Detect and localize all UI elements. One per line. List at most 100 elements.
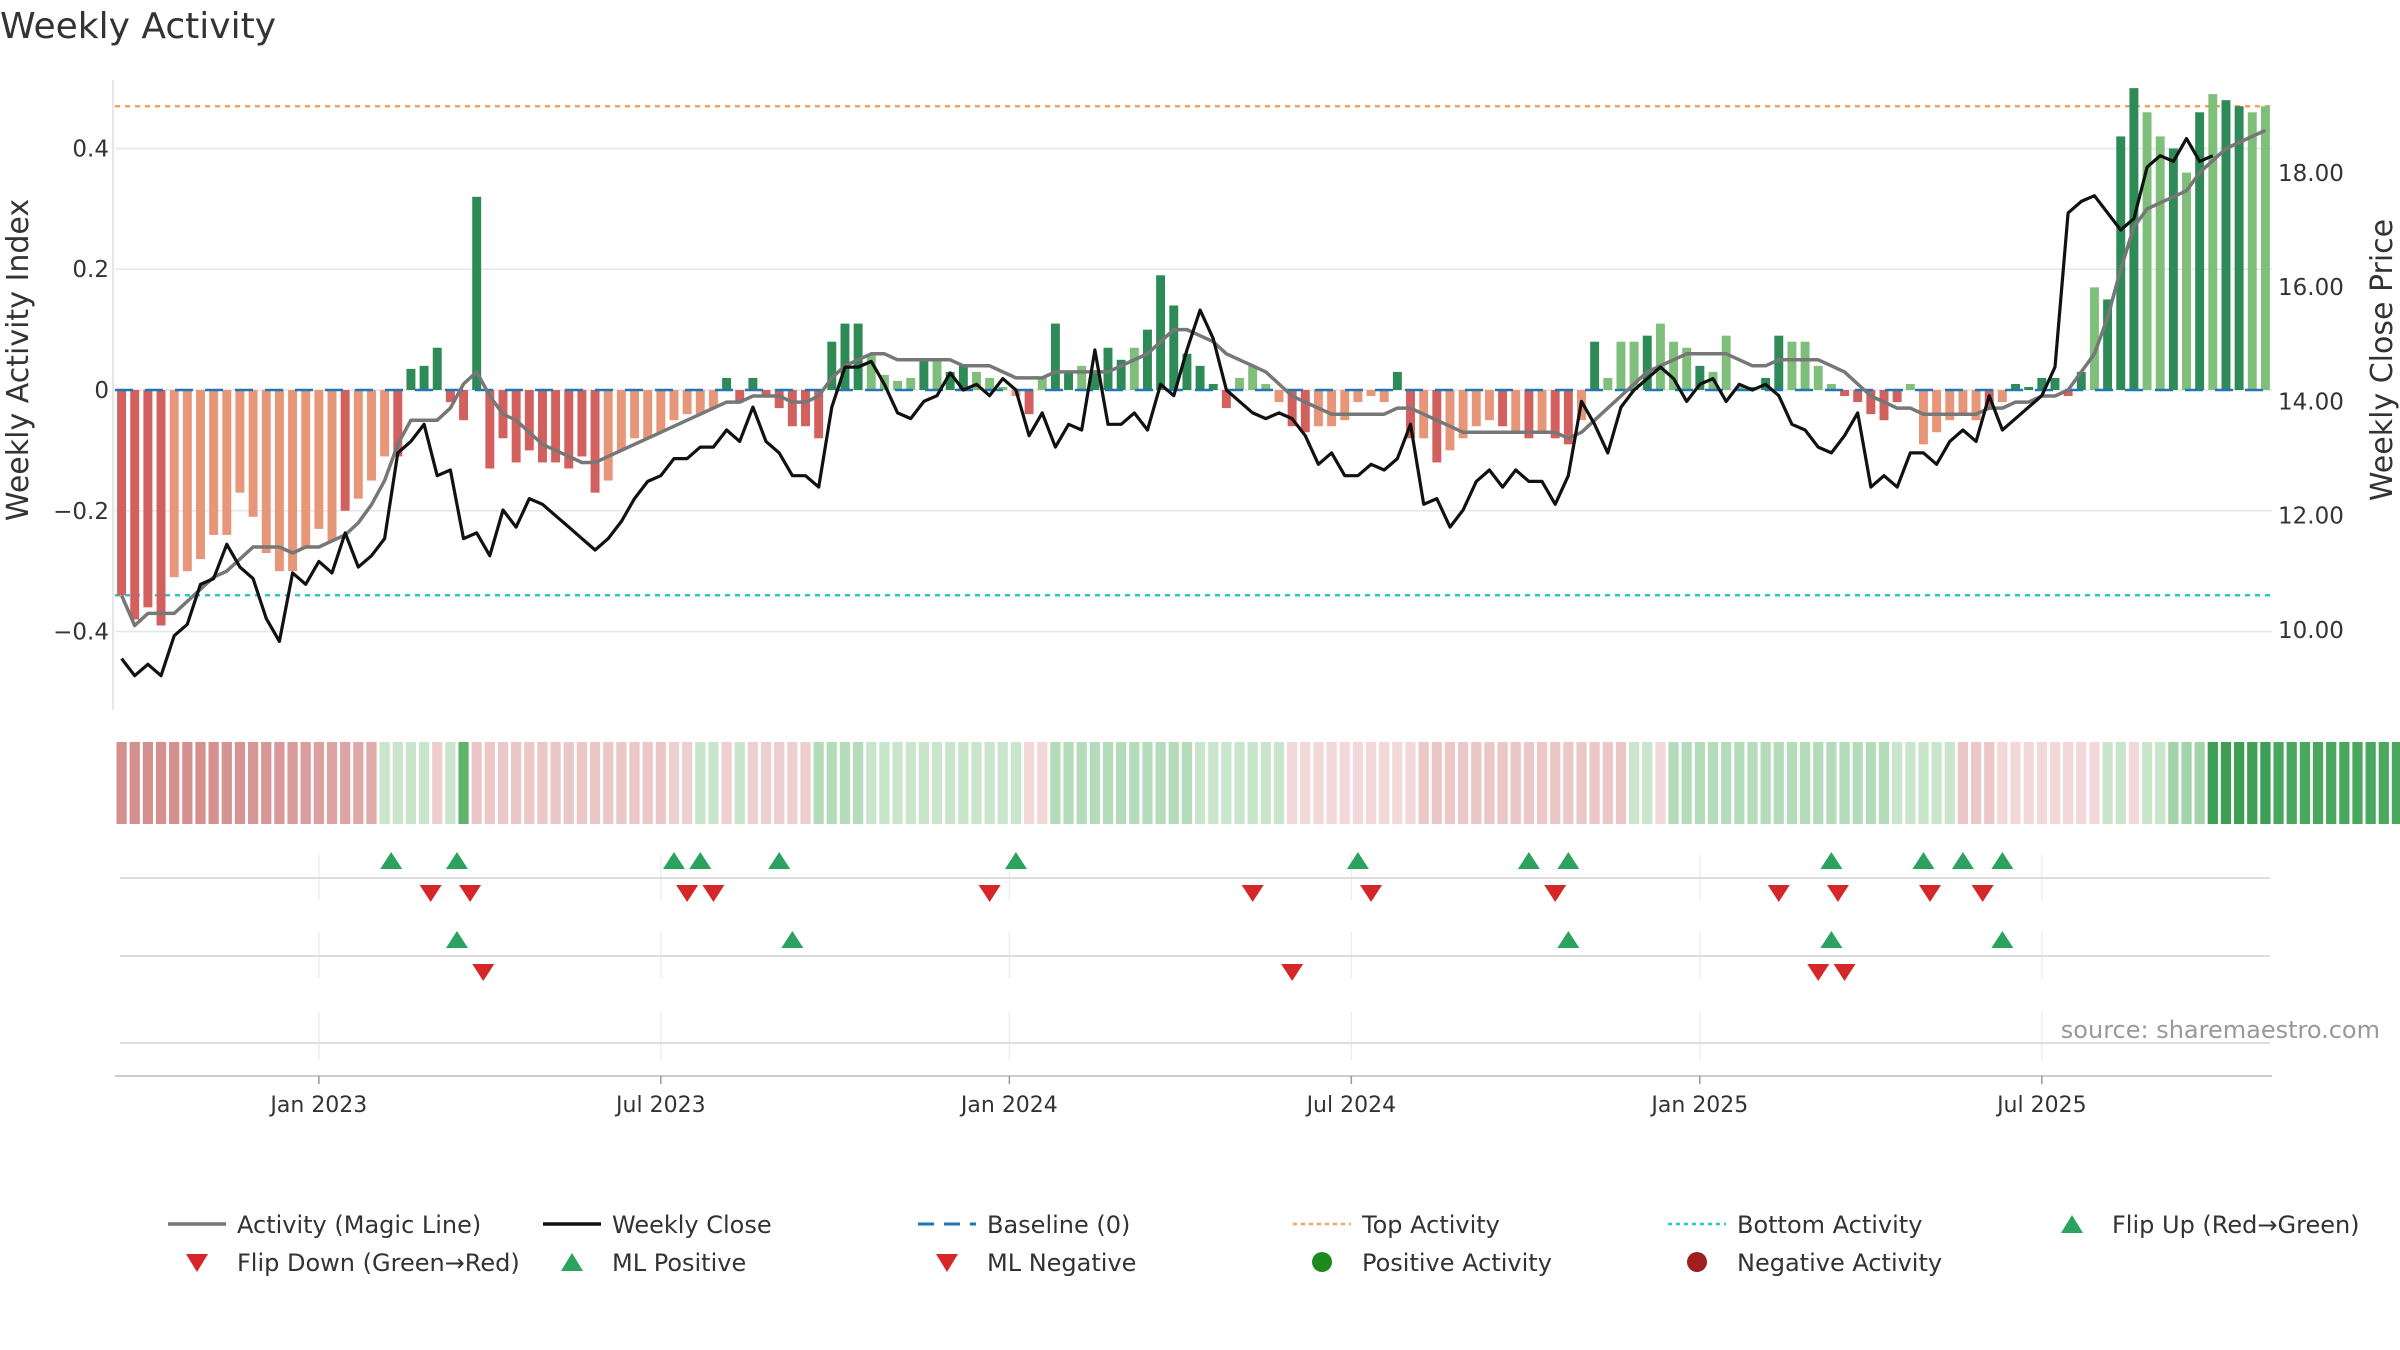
right-tick-label: 12.00 xyxy=(2278,504,2344,530)
flip-up-marker xyxy=(662,852,685,869)
legend-label: ML Negative xyxy=(987,1249,1136,1277)
activity-bar xyxy=(945,371,955,390)
activity-bar xyxy=(406,368,416,390)
activity-bar xyxy=(919,359,929,390)
activity-bar xyxy=(393,390,403,457)
strip-cell xyxy=(392,742,403,824)
activity-bar xyxy=(340,390,350,511)
activity-bar xyxy=(209,390,219,535)
activity-bar xyxy=(261,390,271,554)
strip-cell xyxy=(2312,742,2324,824)
flip-up-marker xyxy=(768,852,791,869)
strip-cell xyxy=(1747,742,1758,824)
strip-cell xyxy=(1984,742,1995,824)
ml-negative-marker xyxy=(1833,964,1856,981)
activity-bar xyxy=(1195,365,1205,390)
activity-bar xyxy=(2024,386,2034,390)
strip-cell xyxy=(1931,742,1942,824)
right-tick-label: 10.00 xyxy=(2278,618,2344,644)
flip-up-marker xyxy=(1346,852,1369,869)
strip-cell xyxy=(800,742,811,824)
strip-cell xyxy=(1129,742,1140,824)
strip-cell xyxy=(1418,742,1429,824)
legend-item: Positive Activity xyxy=(1312,1249,1552,1277)
strip-cell xyxy=(1405,742,1416,824)
strip-cell xyxy=(2378,742,2389,824)
legend-swatch xyxy=(186,1254,208,1272)
activity-bar xyxy=(1142,329,1152,390)
activity-bar xyxy=(1208,383,1218,390)
strip-cell xyxy=(142,742,154,824)
activity-bar xyxy=(1169,305,1179,390)
flip-down-marker xyxy=(1919,885,1942,902)
activity-bar xyxy=(2050,377,2060,390)
x-tick-label: Jan 2024 xyxy=(959,1093,1058,1118)
strip-cell xyxy=(1300,742,1311,824)
legend-label: Weekly Close xyxy=(612,1211,772,1239)
activity-bar xyxy=(1511,390,1521,433)
activity-bar xyxy=(1971,390,1981,421)
strip-cell xyxy=(1181,742,1193,824)
strip-cell xyxy=(1721,742,1732,824)
strip-cell xyxy=(2102,742,2113,824)
left-tick-label: 0 xyxy=(94,378,109,404)
activity-bar xyxy=(1379,390,1389,403)
strip-cell xyxy=(760,742,772,824)
legend-item: Bottom Activity xyxy=(1668,1211,1922,1239)
activity-bar xyxy=(1484,390,1494,421)
strip-cell xyxy=(458,742,469,824)
activity-bar xyxy=(1958,390,1968,415)
strip-cell xyxy=(945,742,956,824)
activity-bar xyxy=(616,390,626,451)
flip-up-marker xyxy=(445,852,468,869)
activity-bar xyxy=(2037,377,2047,390)
activity-bar xyxy=(1905,383,1915,390)
activity-bar xyxy=(380,390,390,457)
strip-cell xyxy=(1168,742,1179,824)
strip-cell xyxy=(155,742,167,824)
flip-up-marker xyxy=(1820,852,1843,869)
strip-cell xyxy=(2115,742,2126,824)
activity-bar xyxy=(288,390,298,572)
activity-bar xyxy=(432,347,442,390)
activity-bar xyxy=(235,390,245,493)
strip-cell xyxy=(787,742,798,824)
activity-bar xyxy=(972,371,981,390)
activity-bar xyxy=(459,390,469,421)
strip-cell xyxy=(2326,742,2337,824)
activity-bar xyxy=(2195,112,2205,390)
activity-bar xyxy=(590,390,600,493)
flip-down-marker xyxy=(1360,885,1383,902)
strip-cell xyxy=(550,742,561,824)
strip-cell xyxy=(852,742,864,824)
activity-bar xyxy=(2260,106,2270,391)
activity-bar xyxy=(564,390,574,469)
activity-bar xyxy=(669,390,679,421)
activity-bar xyxy=(1616,341,1626,390)
activity-bar xyxy=(419,365,429,390)
strip-cell xyxy=(116,742,127,824)
activity-bar xyxy=(1366,390,1376,397)
legend-label: Top Activity xyxy=(1361,1211,1500,1239)
strip-cell xyxy=(1773,742,1784,824)
flip-down-marker xyxy=(1826,885,1849,902)
strip-cell xyxy=(1760,742,1771,824)
strip-cell xyxy=(905,742,916,824)
strip-cell xyxy=(734,742,745,824)
flip-up-marker xyxy=(1517,852,1540,869)
strip-cell xyxy=(2194,742,2205,824)
activity-bar xyxy=(1248,365,1258,390)
activity-bar xyxy=(1629,341,1639,390)
strip-cell xyxy=(1970,742,1982,824)
activity-bar xyxy=(1945,390,1955,421)
strip-cell xyxy=(2339,742,2350,824)
activity-bar xyxy=(1103,347,1113,390)
strip-cell xyxy=(1023,742,1035,824)
strip-cell xyxy=(1089,742,1100,824)
flip-down-marker xyxy=(1241,885,1264,902)
activity-bar xyxy=(1550,390,1560,439)
legend-item: Weekly Close xyxy=(543,1211,772,1239)
strip-cell xyxy=(221,742,232,824)
activity-bar xyxy=(1432,390,1442,463)
activity-bar xyxy=(1300,390,1310,433)
